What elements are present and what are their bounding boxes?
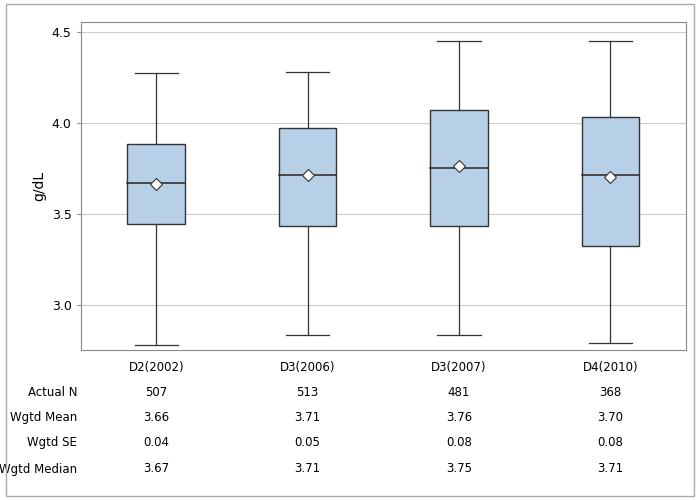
Text: D3(2006): D3(2006) (280, 361, 335, 374)
Text: D2(2002): D2(2002) (128, 361, 184, 374)
Text: 0.08: 0.08 (446, 436, 472, 449)
Text: 3.71: 3.71 (597, 462, 624, 475)
Text: D4(2010): D4(2010) (582, 361, 638, 374)
Text: 3.66: 3.66 (143, 411, 169, 424)
Bar (430, 110, 488, 226)
Text: 3.71: 3.71 (295, 411, 321, 424)
Text: 507: 507 (145, 386, 167, 399)
Y-axis label: g/dL: g/dL (32, 171, 46, 202)
Text: 513: 513 (296, 386, 318, 399)
Text: 3.76: 3.76 (446, 411, 472, 424)
Text: 0.04: 0.04 (144, 436, 169, 449)
Text: 3.67: 3.67 (143, 462, 169, 475)
Text: Wgtd SE: Wgtd SE (27, 436, 77, 449)
Text: 0.08: 0.08 (597, 436, 623, 449)
Text: Wgtd Median: Wgtd Median (0, 462, 77, 475)
Text: 0.05: 0.05 (295, 436, 321, 449)
Text: Wgtd Mean: Wgtd Mean (10, 411, 77, 424)
Text: 368: 368 (599, 386, 622, 399)
Bar (127, 144, 185, 224)
Text: D3(2007): D3(2007) (431, 361, 486, 374)
Bar (279, 128, 336, 226)
Text: 481: 481 (448, 386, 470, 399)
Text: Actual N: Actual N (27, 386, 77, 399)
Text: 3.70: 3.70 (597, 411, 623, 424)
Text: 3.75: 3.75 (446, 462, 472, 475)
Bar (582, 117, 639, 246)
Text: 3.71: 3.71 (295, 462, 321, 475)
